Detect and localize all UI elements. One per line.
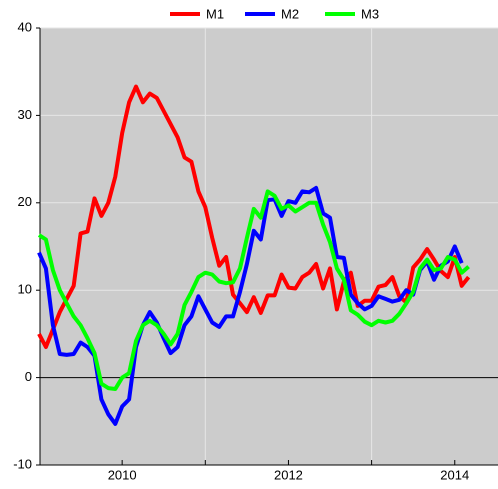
y-tick-label: 0 — [25, 369, 32, 384]
x-tick-label: 2012 — [274, 467, 303, 482]
y-tick-label: 10 — [18, 282, 32, 297]
y-tick-label: 40 — [18, 19, 32, 34]
y-tick-label: 20 — [18, 194, 32, 209]
y-tick-label: 30 — [18, 107, 32, 122]
plot-area — [40, 28, 498, 465]
y-tick-label: -10 — [13, 456, 32, 471]
legend-label: M3 — [361, 6, 379, 21]
x-tick-label: 2010 — [108, 467, 137, 482]
legend-label: M1 — [206, 6, 224, 21]
series-line — [37, 185, 464, 426]
series-line — [37, 84, 471, 349]
series-line — [37, 189, 470, 391]
legend-label: M2 — [281, 6, 299, 21]
x-tick-label: 2014 — [440, 467, 469, 482]
